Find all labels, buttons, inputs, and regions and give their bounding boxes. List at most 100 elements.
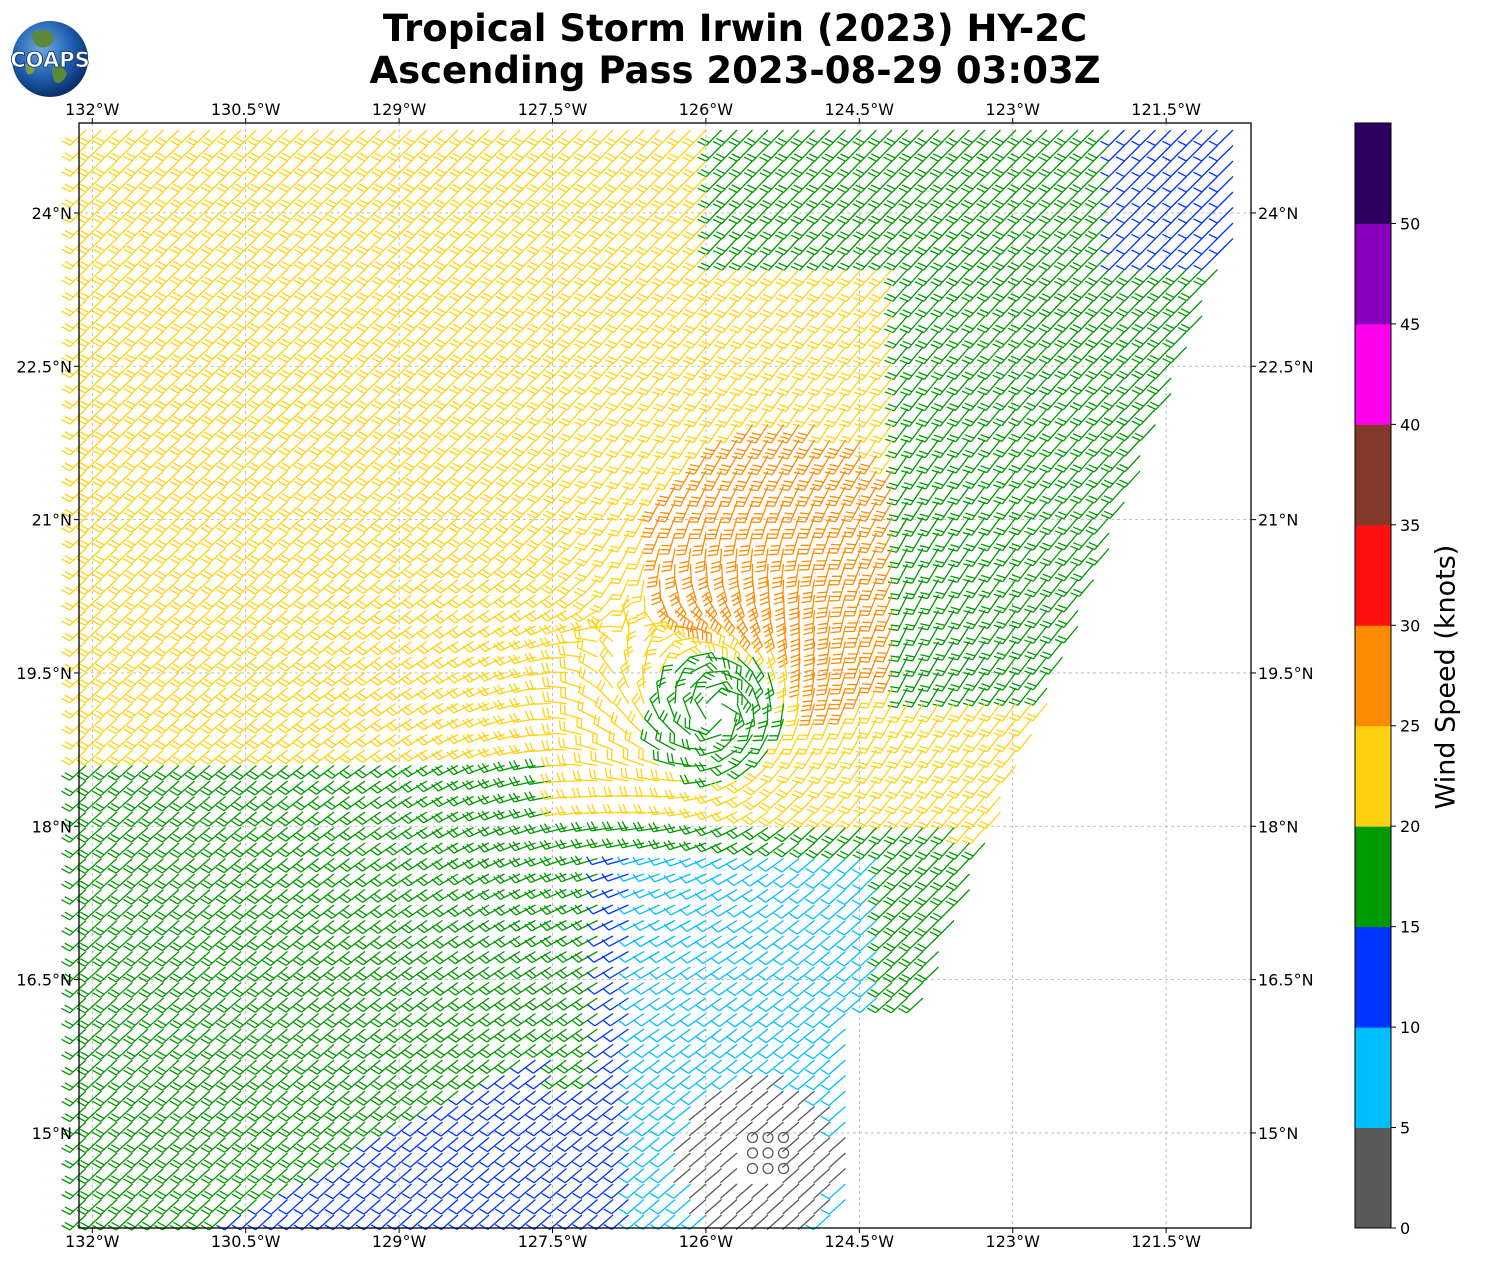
wind-barb (449, 145, 474, 162)
wind-barb (464, 269, 490, 286)
wind-barb (705, 610, 722, 635)
wind-barb (918, 641, 940, 662)
wind-barb (92, 439, 118, 456)
wind-barb (123, 207, 149, 224)
wind-barb (154, 331, 180, 348)
wind-barb (732, 470, 754, 492)
wind-barb (169, 470, 195, 487)
wind-barb (184, 687, 211, 704)
wind-barb (742, 966, 769, 981)
wind-barb (262, 408, 288, 425)
wind-barb (107, 517, 133, 534)
wind-barb (417, 1137, 443, 1153)
wind-barb (477, 671, 505, 682)
wind-barb (945, 858, 970, 876)
wind-barb (1053, 191, 1079, 209)
wind-barb (679, 904, 707, 916)
wind-barb (652, 749, 676, 767)
wind-barb (200, 1075, 226, 1091)
wind-barb (185, 1075, 211, 1091)
wind-barb (123, 1137, 149, 1153)
wind-barb (913, 966, 939, 983)
wind-barb (200, 1090, 226, 1107)
wind-barb (773, 997, 800, 1013)
wind-barb (789, 873, 815, 889)
wind-barb (1131, 222, 1156, 240)
wind-barb (76, 749, 102, 766)
wind-barb (789, 919, 815, 935)
wind-barb (930, 858, 955, 876)
wind-barb (401, 609, 428, 625)
lat-label: 21°N (1258, 511, 1298, 530)
wind-barb (278, 362, 304, 379)
wind-barb (308, 733, 335, 749)
wind-barb (679, 774, 707, 785)
wind-barb (107, 331, 133, 348)
wind-barb (447, 1028, 474, 1043)
wind-barb (449, 176, 474, 193)
wind-barb (340, 160, 366, 177)
wind-barb (169, 904, 195, 921)
wind-barb (92, 765, 118, 781)
wind-barb (947, 517, 971, 537)
wind-barb (138, 904, 164, 921)
wind-barb (804, 889, 831, 905)
wind-barb (371, 207, 397, 224)
wind-barb (462, 656, 490, 668)
wind-barb (200, 780, 226, 796)
wind-barb (604, 222, 629, 240)
wind-barb (808, 408, 831, 428)
wind-barb (480, 238, 505, 255)
wind-barb (324, 1044, 350, 1060)
wind-barb (618, 1152, 645, 1168)
wind-barb (798, 532, 816, 555)
wind-barb (387, 284, 412, 301)
wind-barb (767, 517, 785, 539)
wind-barb (262, 346, 288, 363)
wind-barb (169, 191, 195, 208)
wind-barb (901, 749, 924, 769)
wind-barb (416, 578, 443, 594)
wind-barb (726, 935, 753, 949)
wind-barb (712, 129, 738, 147)
wind-barb (1024, 610, 1048, 629)
wind-barb (463, 1183, 490, 1199)
wind-barb (262, 951, 288, 967)
wind-barb (670, 486, 692, 507)
wind-barb (556, 1168, 583, 1184)
wind-barb (138, 253, 164, 270)
wind-barb (1007, 207, 1032, 224)
wind-barb (699, 408, 723, 428)
wind-barb (417, 1121, 443, 1137)
wind-barb (574, 470, 599, 489)
wind-barb (766, 1074, 784, 1091)
wind-barb (868, 238, 893, 256)
wind-barb (92, 858, 118, 874)
wind-barb (586, 919, 614, 931)
wind-barb (751, 517, 769, 540)
wind-barb (184, 625, 211, 642)
wind-barb (169, 765, 195, 781)
calm-marker (746, 1162, 759, 1175)
wind-barb (867, 858, 893, 875)
wind-barb (138, 176, 164, 193)
wind-barb (277, 579, 304, 595)
wind-barb (370, 1106, 397, 1122)
wind-barb (200, 827, 226, 843)
wind-barb (678, 808, 707, 819)
wind-barb (402, 346, 428, 363)
wind-barb (169, 129, 195, 146)
wind-barb (1131, 377, 1156, 395)
wind-barb (1007, 129, 1032, 147)
wind-barb (61, 641, 87, 657)
wind-barb (185, 548, 211, 564)
wind-barb (462, 857, 490, 870)
wind-barb (511, 222, 536, 240)
wind-barb (123, 951, 149, 967)
wind-barb (431, 950, 459, 965)
wind-barb (417, 1168, 443, 1184)
wind-barb (354, 811, 381, 826)
wind-barb (558, 548, 583, 566)
wind-barb (542, 548, 567, 565)
wind-barb (510, 1105, 536, 1121)
